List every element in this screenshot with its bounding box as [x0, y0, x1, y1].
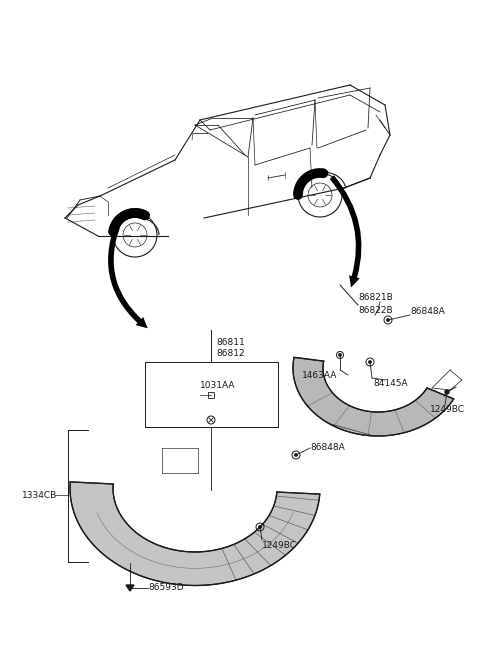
Text: 86593D: 86593D: [148, 583, 184, 592]
Text: 84145A: 84145A: [373, 379, 408, 388]
Text: 1463AA: 1463AA: [302, 371, 337, 380]
FancyArrowPatch shape: [108, 216, 148, 328]
Text: 1031AA: 1031AA: [200, 380, 236, 390]
Circle shape: [295, 454, 297, 456]
FancyArrowPatch shape: [330, 175, 361, 287]
Polygon shape: [293, 358, 454, 436]
Text: 86821B: 86821B: [358, 293, 393, 302]
Circle shape: [445, 390, 449, 394]
Polygon shape: [126, 585, 134, 591]
Circle shape: [387, 319, 389, 321]
Text: 86848A: 86848A: [310, 443, 345, 453]
Text: 86811: 86811: [216, 338, 245, 347]
Polygon shape: [70, 482, 320, 586]
Bar: [208, 392, 214, 398]
Circle shape: [339, 354, 341, 356]
Circle shape: [369, 361, 371, 363]
Text: 1249BC: 1249BC: [430, 405, 465, 415]
Text: 86848A: 86848A: [410, 308, 445, 316]
Text: 1334CB: 1334CB: [22, 491, 57, 499]
Text: 86812: 86812: [216, 349, 245, 358]
Text: 1249BC: 1249BC: [262, 541, 297, 550]
Circle shape: [259, 526, 261, 528]
Text: 86822B: 86822B: [358, 306, 393, 315]
